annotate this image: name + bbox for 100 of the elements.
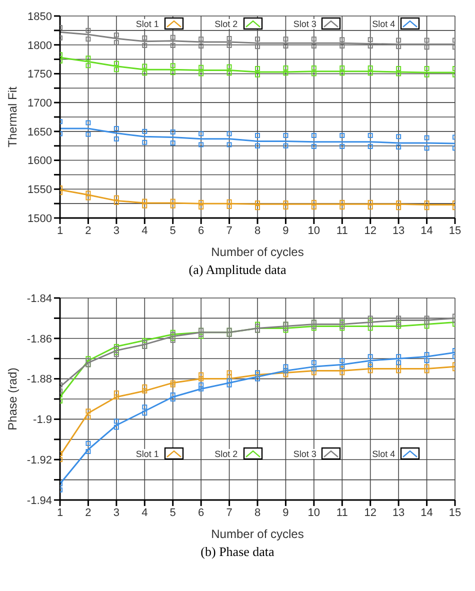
point (142, 128, 148, 134)
y-tick-label: 1600 (28, 155, 52, 168)
x-tick-label: 13 (392, 224, 405, 237)
point (424, 44, 430, 50)
legend-label: Slot 4 (371, 448, 396, 459)
point (368, 322, 373, 327)
point (198, 376, 204, 382)
point (198, 204, 204, 210)
x-tick-label: 14 (420, 506, 433, 519)
x-tick-label: 13 (392, 506, 405, 519)
point (170, 42, 176, 48)
point (86, 63, 91, 68)
point (368, 44, 373, 49)
point (170, 198, 176, 204)
point (311, 200, 316, 205)
y-axis-title: Thermal Fit (5, 86, 20, 148)
x-tick-label: 4 (142, 224, 148, 237)
point (226, 64, 232, 70)
point (283, 132, 288, 138)
point (86, 28, 91, 33)
point (198, 382, 204, 388)
x-tick-label: 3 (113, 224, 120, 237)
point (170, 203, 176, 208)
point (114, 390, 119, 396)
point (114, 32, 119, 38)
point (255, 132, 260, 138)
point (396, 144, 402, 150)
point (311, 204, 316, 210)
point (86, 132, 91, 137)
x-tick-label: 15 (448, 224, 462, 237)
x-tick-label: 10 (308, 224, 320, 237)
y-axis-title: Phase (rad) (5, 368, 20, 430)
y-tick-label: 1500 (28, 212, 52, 225)
point (198, 200, 204, 205)
point (311, 360, 316, 366)
point (424, 205, 430, 210)
point (283, 36, 288, 42)
point (170, 63, 176, 68)
point (340, 204, 345, 210)
point (142, 203, 148, 208)
point (424, 66, 430, 72)
x-tick-label: 2 (85, 224, 92, 237)
legend-label: Slot 3 (292, 18, 318, 28)
point (198, 372, 204, 378)
point (424, 316, 430, 321)
x-tick-label: 10 (308, 506, 320, 519)
x-tick-label: 4 (142, 506, 148, 519)
legend-label: Slot 1 (134, 448, 160, 459)
point (86, 449, 91, 454)
point (226, 70, 232, 76)
x-tick-label: 1 (56, 506, 64, 519)
point (226, 204, 232, 209)
point (86, 120, 91, 126)
point (198, 36, 204, 42)
point (396, 200, 402, 206)
point (424, 135, 430, 140)
point (142, 198, 148, 204)
point (368, 144, 373, 149)
y-tick-label: 1550 (28, 184, 52, 196)
point (424, 358, 430, 364)
point (396, 38, 402, 43)
point (340, 37, 345, 42)
point (114, 60, 119, 66)
point (340, 200, 345, 205)
x-tick-label: 8 (254, 506, 261, 519)
x-tick-label: 1 (56, 224, 64, 237)
point (142, 140, 148, 145)
point (114, 394, 119, 400)
x-tick-label: 9 (282, 506, 289, 519)
point (255, 36, 260, 42)
x-tick-label: 7 (226, 224, 232, 237)
point (170, 140, 176, 146)
point (142, 388, 148, 394)
point (283, 204, 288, 210)
point (255, 143, 260, 148)
point (340, 44, 345, 49)
x-tick-label: 7 (226, 506, 232, 519)
y-tick-label: 1700 (28, 97, 52, 110)
legend-label: Slot 3 (292, 448, 318, 459)
point (114, 424, 119, 430)
point (114, 418, 119, 424)
point (255, 376, 260, 382)
y-tick-label: -1.94 (26, 494, 52, 507)
x-tick-label: 12 (364, 224, 376, 237)
point (226, 142, 232, 148)
point (86, 440, 91, 446)
point (170, 382, 176, 388)
point (255, 205, 260, 210)
x-axis-title: Number of cycles (211, 245, 304, 259)
point (424, 364, 430, 370)
point (311, 65, 316, 70)
point (396, 316, 402, 321)
point (283, 44, 288, 49)
point (368, 368, 373, 374)
point (283, 143, 288, 148)
point (226, 382, 232, 388)
point (255, 72, 260, 78)
point (424, 146, 430, 151)
x-tick-label: 5 (170, 224, 176, 237)
point (424, 38, 430, 43)
